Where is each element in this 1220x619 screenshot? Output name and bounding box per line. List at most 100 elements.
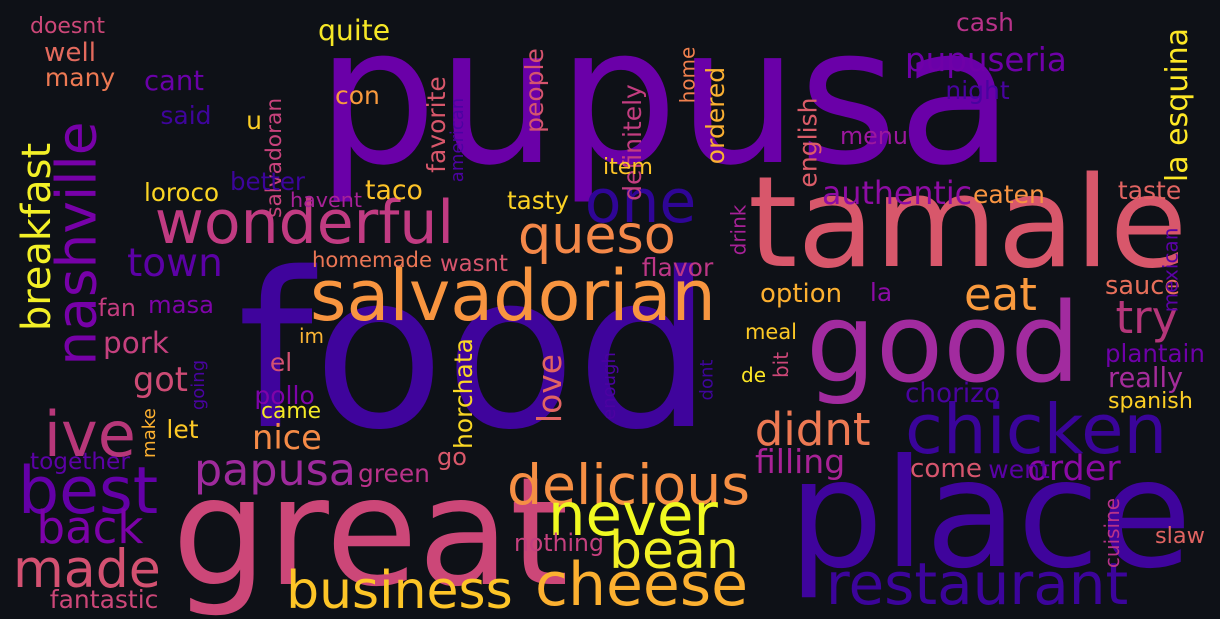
word-home: home bbox=[674, 46, 699, 104]
word-going: going bbox=[188, 359, 210, 410]
word-together: together bbox=[30, 447, 130, 475]
word-went: went bbox=[988, 455, 1050, 484]
word-meal: meal bbox=[745, 319, 798, 344]
word-sauce: sauce bbox=[1105, 270, 1181, 301]
word-green: green bbox=[358, 459, 430, 488]
word-place: place bbox=[788, 428, 1192, 602]
word-chicken: chicken bbox=[905, 389, 1168, 470]
word-never: never bbox=[548, 480, 718, 550]
word-pupusa: pupusa bbox=[316, 0, 1014, 207]
word-breakfast: breakfast bbox=[13, 142, 60, 332]
word-make: make bbox=[138, 408, 160, 458]
word-enough: enough bbox=[599, 351, 621, 420]
word-papusa: papusa bbox=[194, 445, 356, 497]
word-doesnt: doesnt bbox=[30, 13, 105, 39]
word-bean: bean bbox=[609, 521, 739, 581]
word-bit: bit bbox=[769, 351, 794, 379]
word-homemade: homemade bbox=[312, 247, 432, 273]
word-many: many bbox=[44, 63, 116, 92]
word-best: best bbox=[18, 454, 159, 530]
word-plantain: plantain bbox=[1105, 339, 1205, 369]
word-salvadorian: salvadorian bbox=[310, 255, 716, 337]
word-nothing: nothing bbox=[514, 528, 604, 557]
word-menu: menu bbox=[840, 122, 908, 151]
word-slaw: slaw bbox=[1155, 523, 1205, 550]
word-con: con bbox=[335, 80, 380, 110]
word-im: im bbox=[299, 323, 325, 348]
word-came: came bbox=[261, 398, 322, 424]
word-ive: ive bbox=[43, 398, 136, 471]
word-people: people bbox=[519, 47, 549, 133]
word-come: come bbox=[910, 454, 982, 485]
word-nice: nice bbox=[252, 417, 322, 457]
word-food: food bbox=[237, 226, 713, 477]
word-la: la bbox=[869, 278, 893, 307]
word-english: english bbox=[793, 96, 823, 188]
word-wonderful: wonderful bbox=[154, 188, 455, 258]
word-cash: cash bbox=[956, 8, 1014, 37]
word-pork: pork bbox=[103, 326, 169, 361]
word-eaten: eaten bbox=[973, 180, 1045, 209]
word-masa: masa bbox=[148, 289, 214, 319]
word-taste: taste bbox=[1117, 176, 1182, 205]
word-salvadoran: salvadoran bbox=[261, 97, 287, 218]
word-pollo: pollo bbox=[254, 381, 315, 410]
word-business: business bbox=[286, 561, 513, 619]
word-great: great bbox=[172, 446, 569, 619]
word-well: well bbox=[44, 37, 96, 68]
word-night: night bbox=[945, 76, 1010, 105]
word-said: said bbox=[160, 101, 212, 130]
word-american: american bbox=[446, 97, 468, 183]
word-item: item bbox=[603, 154, 653, 181]
word-town: town bbox=[127, 241, 223, 286]
word-didnt: didnt bbox=[754, 403, 871, 456]
word-authentic: authentic bbox=[822, 176, 973, 213]
word-dont: dont bbox=[696, 359, 718, 400]
word-definitely: definitely bbox=[617, 83, 647, 201]
word-favorite: favorite bbox=[422, 75, 452, 173]
word-go: go bbox=[437, 443, 467, 471]
word-let: let bbox=[166, 415, 199, 444]
word-restaurant: restaurant bbox=[825, 550, 1129, 618]
word-fan: fan bbox=[98, 293, 136, 322]
word-el: el bbox=[269, 348, 293, 377]
word-good: good bbox=[806, 279, 1081, 407]
word-cheese: cheese bbox=[535, 550, 749, 619]
word-quite: quite bbox=[318, 13, 391, 47]
word-mexican: mexican bbox=[1157, 227, 1182, 313]
word-filling: filling bbox=[755, 442, 846, 481]
word-u: u bbox=[246, 106, 262, 135]
word-ordered: ordered bbox=[701, 66, 731, 164]
word-la-esquina: la esquina bbox=[1159, 27, 1195, 183]
word-chorizo: chorizo bbox=[905, 378, 1000, 409]
word-better: better bbox=[230, 167, 305, 197]
word-drink: drink bbox=[725, 204, 750, 256]
word-order: order bbox=[1027, 449, 1121, 489]
word-pupuseria: pupuseria bbox=[905, 40, 1067, 79]
word-queso: queso bbox=[518, 204, 676, 266]
word-try: try bbox=[1115, 291, 1179, 344]
word-one: one bbox=[584, 167, 697, 237]
word-really: really bbox=[1108, 362, 1184, 394]
word-back: back bbox=[36, 501, 144, 554]
word-love: love bbox=[529, 353, 569, 423]
word-cuisine: cuisine bbox=[1099, 497, 1124, 569]
word-taco: taco bbox=[365, 175, 423, 207]
word-tasty: tasty bbox=[507, 185, 569, 215]
word-tamale: tamale bbox=[748, 149, 1188, 296]
word-flavor: flavor bbox=[641, 253, 714, 282]
word-de: de bbox=[741, 362, 766, 387]
word-horchata: horchata bbox=[448, 337, 478, 449]
word-loroco: loroco bbox=[144, 177, 220, 207]
word-havent: havent bbox=[290, 188, 362, 213]
word-spanish: spanish bbox=[1108, 388, 1193, 415]
word-made: made bbox=[13, 540, 161, 601]
word-cant: cant bbox=[144, 66, 204, 98]
word-eat: eat bbox=[964, 268, 1037, 321]
word-fantastic: fantastic bbox=[49, 585, 159, 614]
word-got: got bbox=[133, 359, 188, 399]
word-option: option bbox=[760, 279, 843, 309]
word-delicious: delicious bbox=[507, 454, 750, 519]
